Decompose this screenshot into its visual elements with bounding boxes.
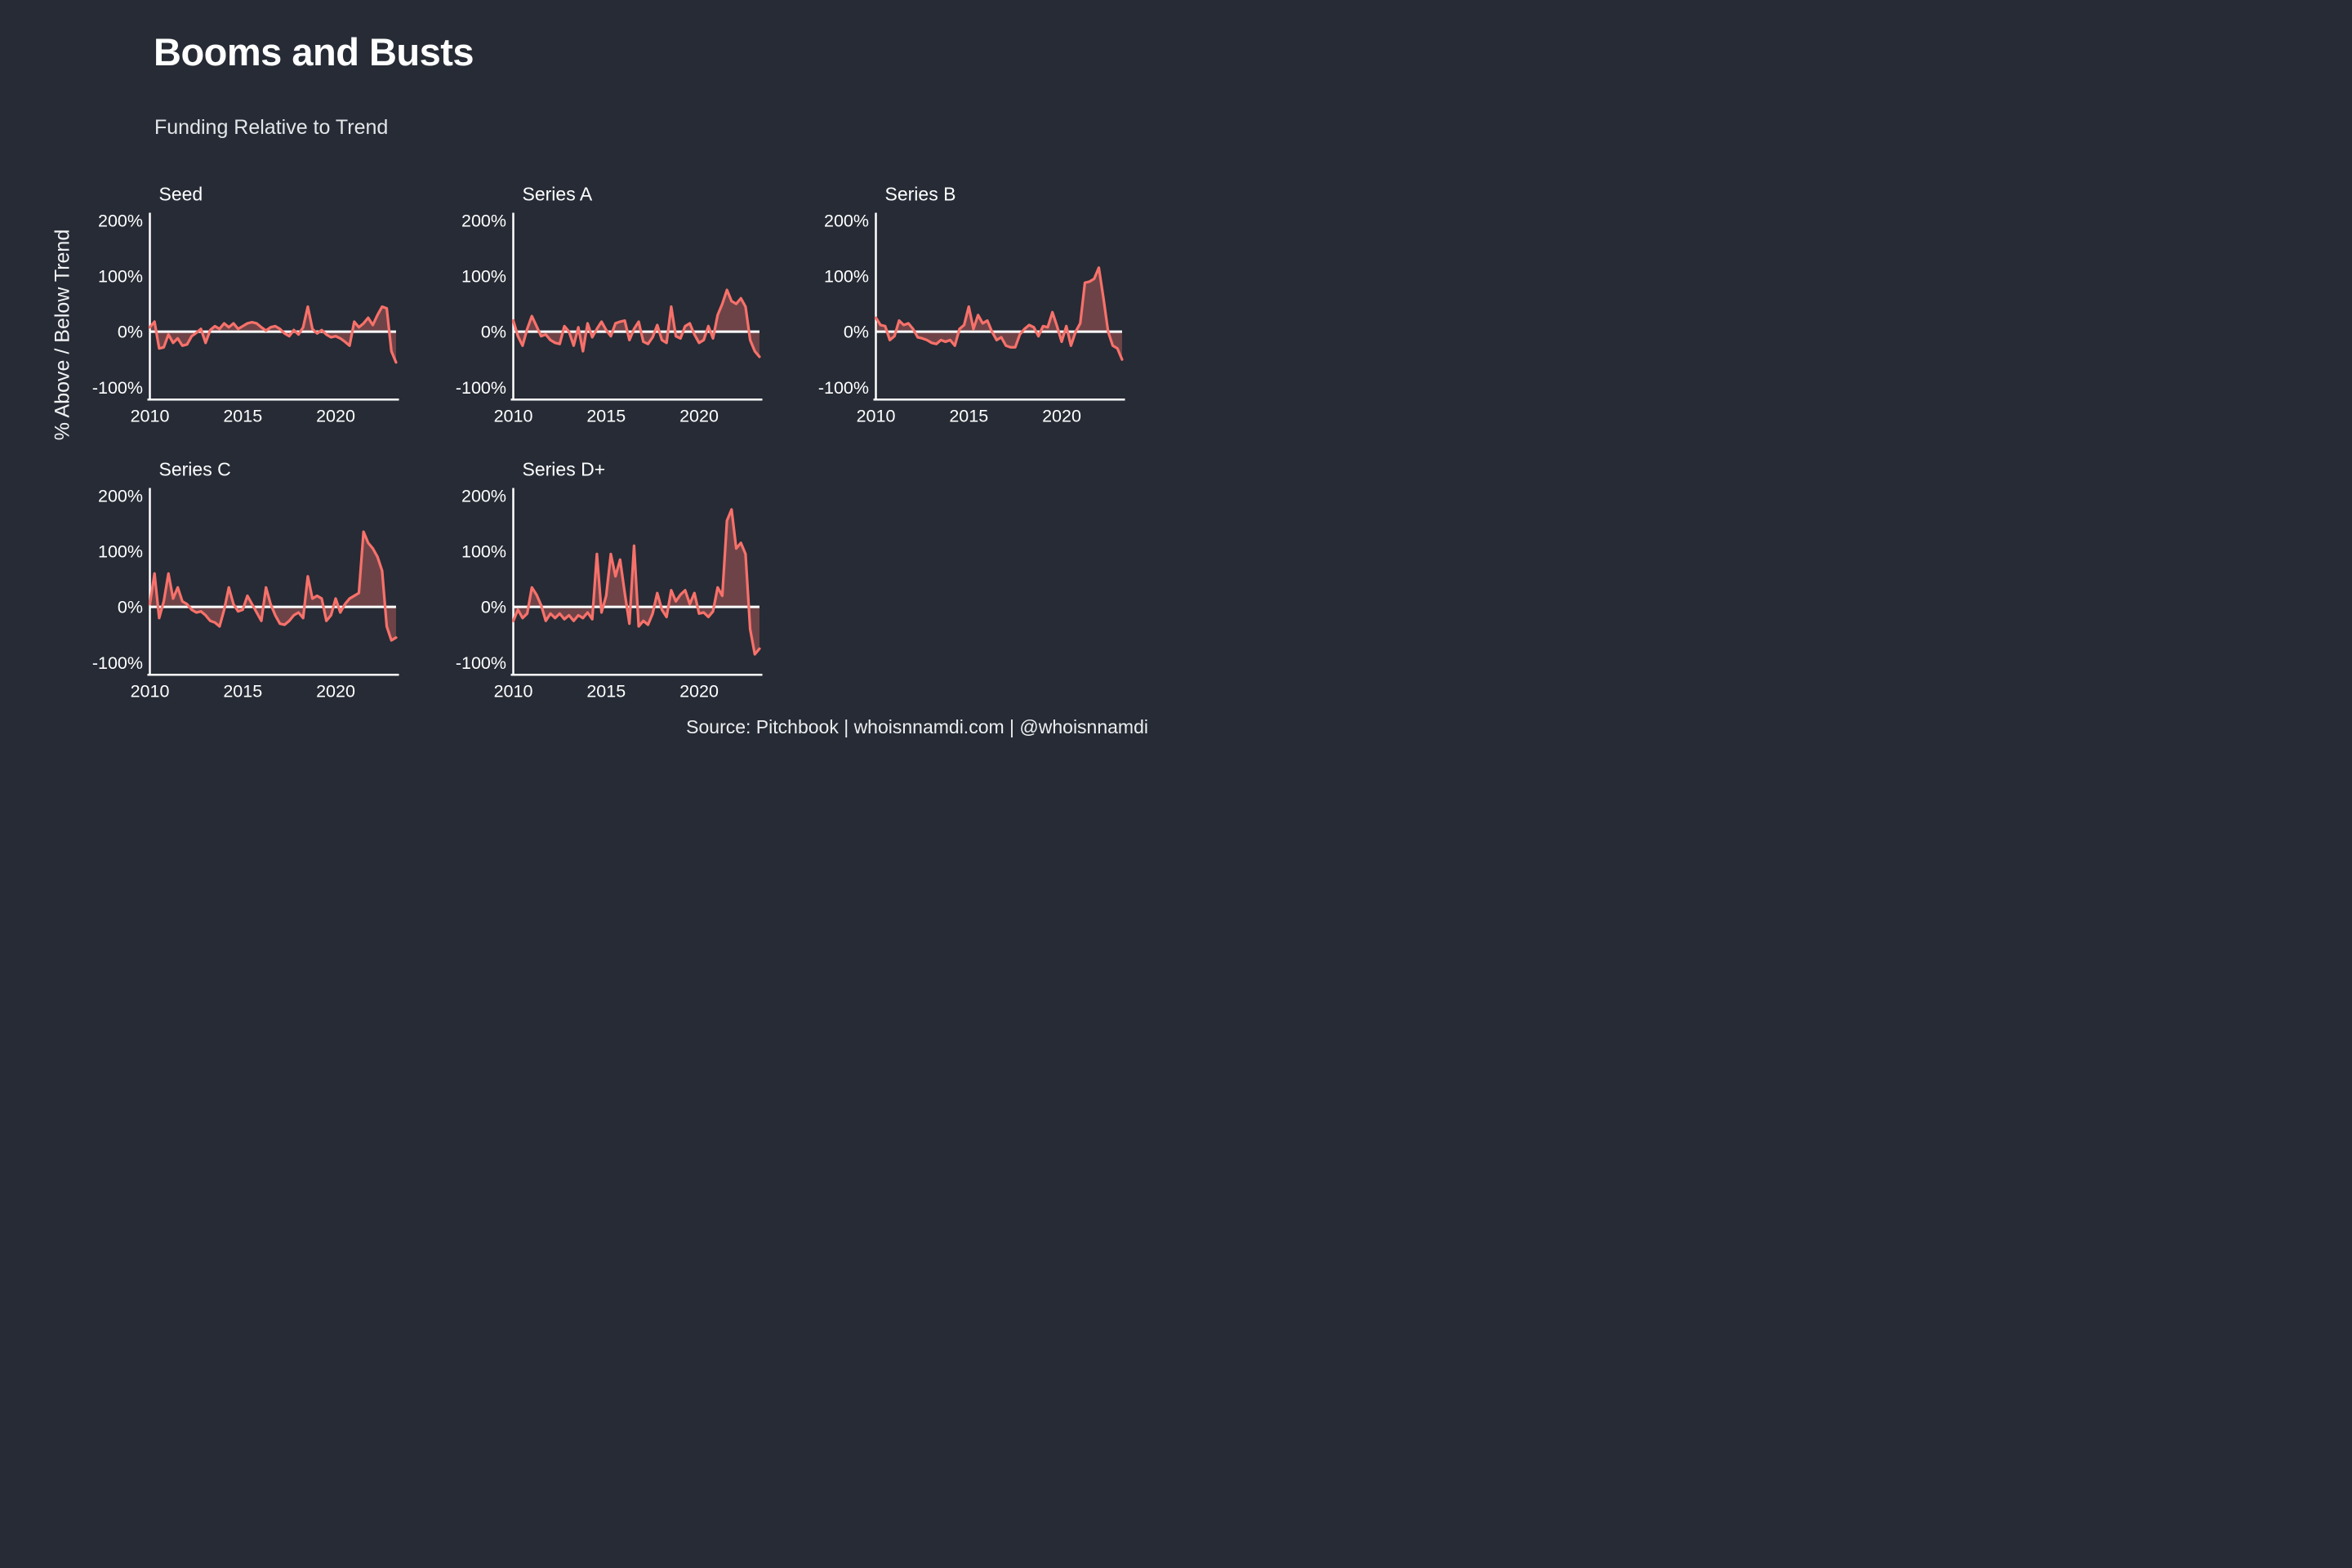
x-tick-label: 2010 — [131, 407, 170, 426]
y-tick-label: 200% — [98, 486, 143, 506]
x-tick-label: 2010 — [857, 407, 896, 426]
y-tick-label: -100% — [92, 653, 143, 673]
panel-title-series-c: Series C — [159, 459, 231, 480]
y-tick-label: 0% — [844, 323, 869, 342]
x-tick-label: 2015 — [223, 682, 262, 702]
x-tick-label: 2015 — [586, 407, 626, 426]
panel-title-seed: Seed — [159, 184, 203, 205]
x-tick-label: 2015 — [223, 407, 262, 426]
y-tick-label: 0% — [481, 323, 506, 342]
x-tick-label: 2020 — [316, 682, 355, 702]
x-tick-label: 2020 — [1042, 407, 1081, 426]
x-tick-label: 2010 — [494, 407, 533, 426]
y-tick-label: 100% — [98, 542, 143, 562]
y-tick-label: -100% — [456, 653, 506, 673]
series-d-plus-chart: Series D+ 200% 100% 0% -100% 2010 2015 2020 — [456, 459, 763, 702]
y-tick-label: 200% — [461, 211, 506, 230]
x-tick-label: 2015 — [949, 407, 988, 426]
panel-title-series-a: Series A — [523, 184, 593, 205]
series-a-chart: Series A 200% 100% 0% -100% 2010 2015 2020 — [456, 184, 763, 426]
panel-title-series-b: Series B — [885, 184, 956, 205]
x-tick-label: 2020 — [679, 407, 719, 426]
chart-figure: { "header": { "title": "Booms and Busts"… — [0, 0, 1176, 784]
series-c-chart: Series C 200% 100% 0% -100% 2010 2015 2020 — [92, 459, 399, 702]
seed-chart: Seed 200% 100% 0% -100% 2010 2015 2020 — [92, 184, 399, 426]
y-tick-label: 0% — [118, 323, 143, 342]
x-tick-label: 2020 — [316, 407, 355, 426]
x-tick-label: 2015 — [586, 682, 626, 702]
x-tick-label: 2010 — [131, 682, 170, 702]
x-tick-label: 2010 — [494, 682, 533, 702]
y-tick-label: -100% — [92, 378, 143, 398]
y-tick-label: 200% — [824, 211, 869, 230]
y-tick-label: -100% — [456, 378, 506, 398]
y-tick-label: -100% — [818, 378, 869, 398]
page-subtitle: Funding Relative to Trend — [154, 116, 389, 139]
series-b-chart: Series B 200% 100% 0% -100% 2010 2015 2020 — [818, 184, 1125, 426]
y-tick-label: 200% — [461, 486, 506, 506]
panel-title-series-d-plus: Series D+ — [523, 459, 606, 480]
y-tick-label: 200% — [98, 211, 143, 230]
y-axis-label: % Above / Below Trend — [51, 229, 74, 441]
y-tick-label: 100% — [824, 267, 869, 287]
page-title: Booms and Busts — [154, 30, 474, 74]
y-tick-label: 100% — [461, 542, 506, 562]
y-tick-label: 0% — [118, 598, 143, 617]
x-tick-label: 2020 — [679, 682, 719, 702]
source-attribution: Source: Pitchbook | whoisnnamdi.com | @w… — [686, 716, 1148, 737]
y-tick-label: 100% — [461, 267, 506, 287]
y-tick-label: 0% — [481, 598, 506, 617]
y-tick-label: 100% — [98, 267, 143, 287]
